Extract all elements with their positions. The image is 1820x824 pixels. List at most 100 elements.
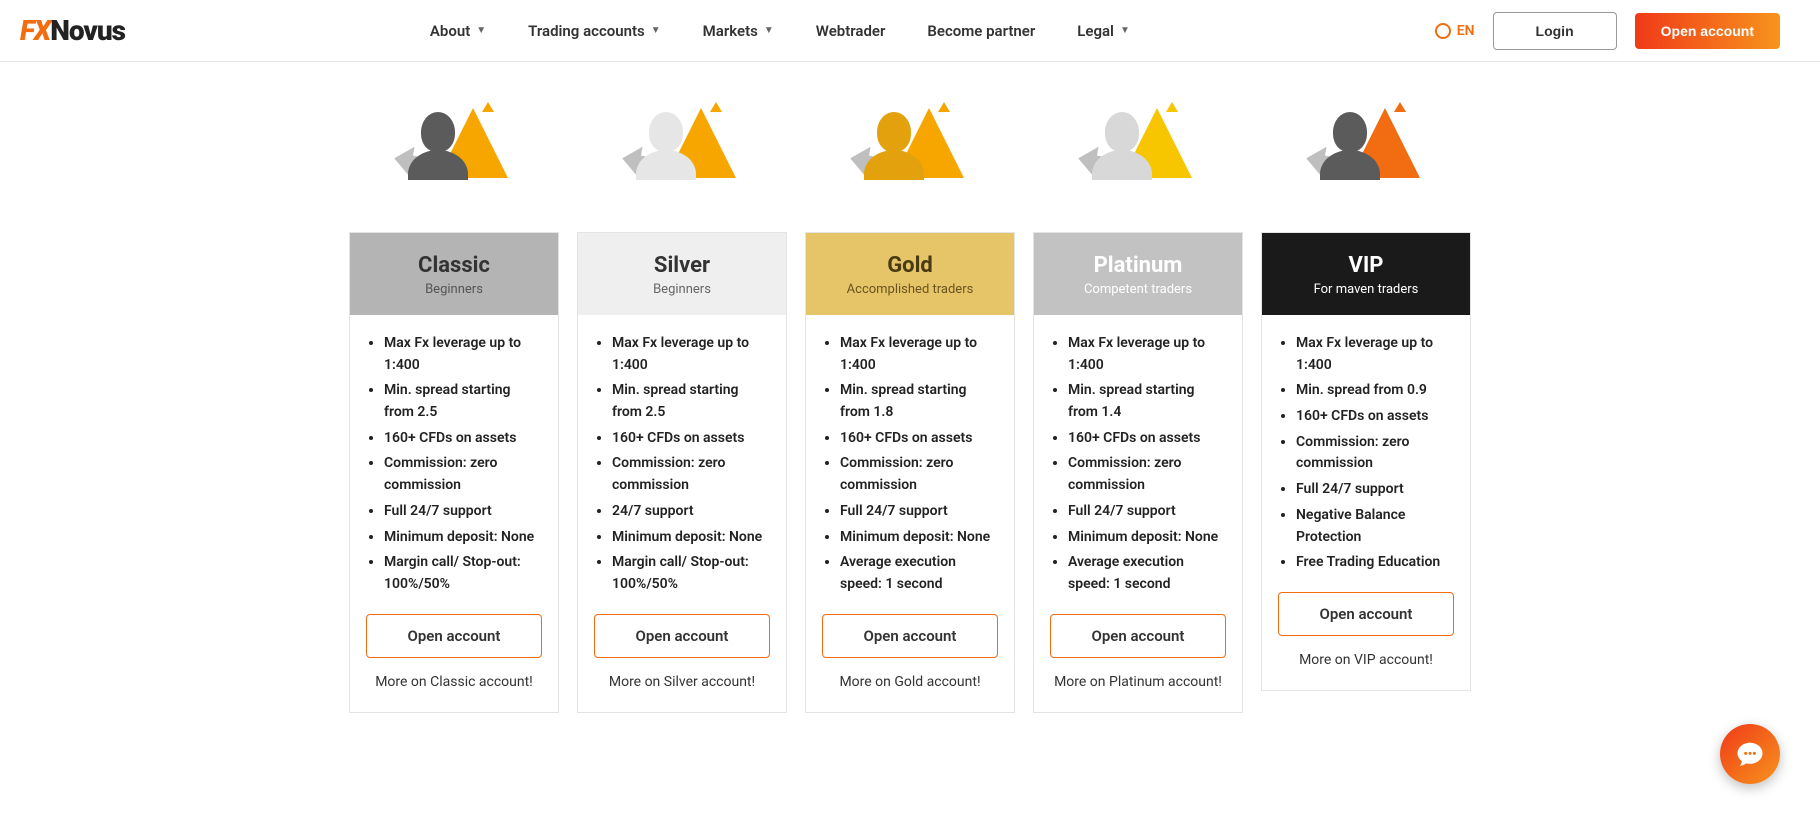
plan-subtitle: Beginners: [358, 282, 550, 297]
plan-head-vip: VIP For maven traders: [1262, 233, 1470, 315]
chevron-down-icon: ▼: [764, 25, 774, 36]
account-plans: Classic Beginners Max Fx leverage up to 1:…: [0, 62, 1820, 773]
plan-body-silver: Max Fx leverage up to 1:400Min. spread s…: [578, 315, 786, 712]
plan-feature: Free Trading Education: [1296, 552, 1454, 574]
plan-open-account-button[interactable]: Open account: [822, 614, 998, 658]
plan-more-link[interactable]: More on Classic account!: [366, 674, 542, 690]
plan-feature: Margin call/ Stop-out: 100%/50%: [384, 552, 542, 595]
plan-feature: Commission: zero commission: [840, 453, 998, 496]
plan-title: Gold: [814, 253, 1006, 278]
plan-features: Max Fx leverage up to 1:400Min. spread s…: [1050, 333, 1226, 600]
plan-open-account-button[interactable]: Open account: [1278, 592, 1454, 636]
nav-about-label: About: [430, 22, 470, 40]
nav-about[interactable]: About ▼: [430, 22, 486, 40]
plan-feature: Min. spread starting from 2.5: [612, 380, 770, 423]
plan-subtitle: Accomplished traders: [814, 282, 1006, 297]
plan-more-link[interactable]: More on Platinum account!: [1050, 674, 1226, 690]
plan-subtitle: For maven traders: [1270, 282, 1462, 297]
plan-card-platinum: PlatinumCompetent traders Max Fx leverage…: [1033, 232, 1243, 713]
plan-feature: Max Fx leverage up to 1:400: [840, 333, 998, 376]
plan-feature: Commission: zero commission: [612, 453, 770, 496]
plan-icon-classic: [404, 102, 504, 192]
plan-open-account-button[interactable]: Open account: [1050, 614, 1226, 658]
nav-legal-label: Legal: [1077, 22, 1114, 40]
chat-fab[interactable]: [1720, 724, 1780, 784]
globe-icon: [1435, 23, 1451, 39]
plan-feature: Commission: zero commission: [1068, 453, 1226, 496]
nav-markets-label: Markets: [703, 22, 758, 40]
plan-feature: Commission: zero commission: [1296, 432, 1454, 475]
plan-subtitle: Beginners: [586, 282, 778, 297]
plan-feature: Max Fx leverage up to 1:400: [1068, 333, 1226, 376]
logo-fx: FX: [20, 14, 50, 47]
chat-icon: [1735, 739, 1765, 769]
plan-feature: 160+ CFDs on assets: [1296, 406, 1454, 428]
nav-legal[interactable]: Legal ▼: [1077, 22, 1130, 40]
plan-body-gold: Max Fx leverage up to 1:400Min. spread s…: [806, 315, 1014, 712]
language-label: EN: [1457, 23, 1475, 39]
open-account-button[interactable]: Open account: [1635, 13, 1780, 49]
plan-body-platinum: Max Fx leverage up to 1:400Min. spread s…: [1034, 315, 1242, 712]
plan-more-link[interactable]: More on Silver account!: [594, 674, 770, 690]
nav-become-partner-label: Become partner: [927, 22, 1035, 40]
plan-feature: Average execution speed: 1 second: [840, 552, 998, 595]
chevron-down-icon: ▼: [651, 25, 661, 36]
chevron-down-icon: ▼: [1120, 25, 1130, 36]
chevron-down-icon: ▼: [476, 25, 486, 36]
plan-feature: Negative Balance Protection: [1296, 505, 1454, 548]
plan-title: Silver: [586, 253, 778, 278]
plan-feature: Max Fx leverage up to 1:400: [612, 333, 770, 376]
plan-feature: Min. spread starting from 2.5: [384, 380, 542, 423]
plan-feature: Max Fx leverage up to 1:400: [384, 333, 542, 376]
header-actions: EN Login Open account: [1435, 12, 1780, 50]
plan-card-vip: VIP For maven traders Max Fx leverage up t…: [1261, 232, 1471, 691]
plan-body-classic: Max Fx leverage up to 1:400Min. spread s…: [350, 315, 558, 712]
plan-feature: Average execution speed: 1 second: [1068, 552, 1226, 595]
plan-feature: Minimum deposit: None: [1068, 527, 1226, 549]
plan-card-silver: Silver Beginners Max Fx leverage up to 1:4…: [577, 232, 787, 713]
logo[interactable]: FX Novus: [20, 14, 125, 47]
plan-feature: Min. spread from 0.9: [1296, 380, 1454, 402]
plan-column-classic: Classic Beginners Max Fx leverage up to 1:…: [349, 102, 559, 713]
plan-feature: Minimum deposit: None: [612, 527, 770, 549]
plan-body-vip: Max Fx leverage up to 1:400Min. spread f…: [1262, 315, 1470, 690]
plan-head-classic: Classic Beginners: [350, 233, 558, 315]
nav-webtrader[interactable]: Webtrader: [816, 22, 886, 40]
plan-title: Platinum: [1042, 253, 1234, 278]
plan-feature: Margin call/ Stop-out: 100%/50%: [612, 552, 770, 595]
plan-feature: 160+ CFDs on assets: [384, 428, 542, 450]
plan-column-platinum: PlatinumCompetent traders Max Fx leverage…: [1033, 102, 1243, 713]
plan-title: Classic: [358, 253, 550, 278]
plan-head-platinum: PlatinumCompetent traders: [1034, 233, 1242, 315]
plan-feature: Full 24/7 support: [1296, 479, 1454, 501]
plan-feature: Full 24/7 support: [840, 501, 998, 523]
plan-open-account-button[interactable]: Open account: [366, 614, 542, 658]
language-selector[interactable]: EN: [1435, 23, 1475, 39]
plan-title: VIP: [1270, 253, 1462, 278]
nav-webtrader-label: Webtrader: [816, 22, 886, 40]
plan-features: Max Fx leverage up to 1:400Min. spread s…: [822, 333, 998, 600]
plan-feature: Full 24/7 support: [1068, 501, 1226, 523]
plan-icon-platinum: [1088, 102, 1188, 192]
plan-card-classic: Classic Beginners Max Fx leverage up to 1:…: [349, 232, 559, 713]
login-button[interactable]: Login: [1493, 12, 1617, 50]
plan-more-link[interactable]: More on VIP account!: [1278, 652, 1454, 668]
plan-icon-gold: [860, 102, 960, 192]
plan-feature: Min. spread starting from 1.8: [840, 380, 998, 423]
plan-column-gold: Gold Accomplished traders Max Fx leverage …: [805, 102, 1015, 713]
header: FX Novus About ▼ Trading accounts ▼ Mark…: [0, 0, 1820, 62]
plan-card-gold: Gold Accomplished traders Max Fx leverage …: [805, 232, 1015, 713]
nav-markets[interactable]: Markets ▼: [703, 22, 774, 40]
plan-open-account-button[interactable]: Open account: [594, 614, 770, 658]
plan-features: Max Fx leverage up to 1:400Min. spread f…: [1278, 333, 1454, 578]
nav-trading-accounts[interactable]: Trading accounts ▼: [528, 22, 661, 40]
plan-column-vip: VIP For maven traders Max Fx leverage up t…: [1261, 102, 1471, 713]
plan-feature: 160+ CFDs on assets: [1068, 428, 1226, 450]
main-nav: About ▼ Trading accounts ▼ Markets ▼ Web…: [430, 22, 1130, 40]
plan-feature: 24/7 support: [612, 501, 770, 523]
plan-features: Max Fx leverage up to 1:400Min. spread s…: [366, 333, 542, 600]
plan-column-silver: Silver Beginners Max Fx leverage up to 1:4…: [577, 102, 787, 713]
plan-more-link[interactable]: More on Gold account!: [822, 674, 998, 690]
plan-feature: 160+ CFDs on assets: [612, 428, 770, 450]
nav-become-partner[interactable]: Become partner: [927, 22, 1035, 40]
